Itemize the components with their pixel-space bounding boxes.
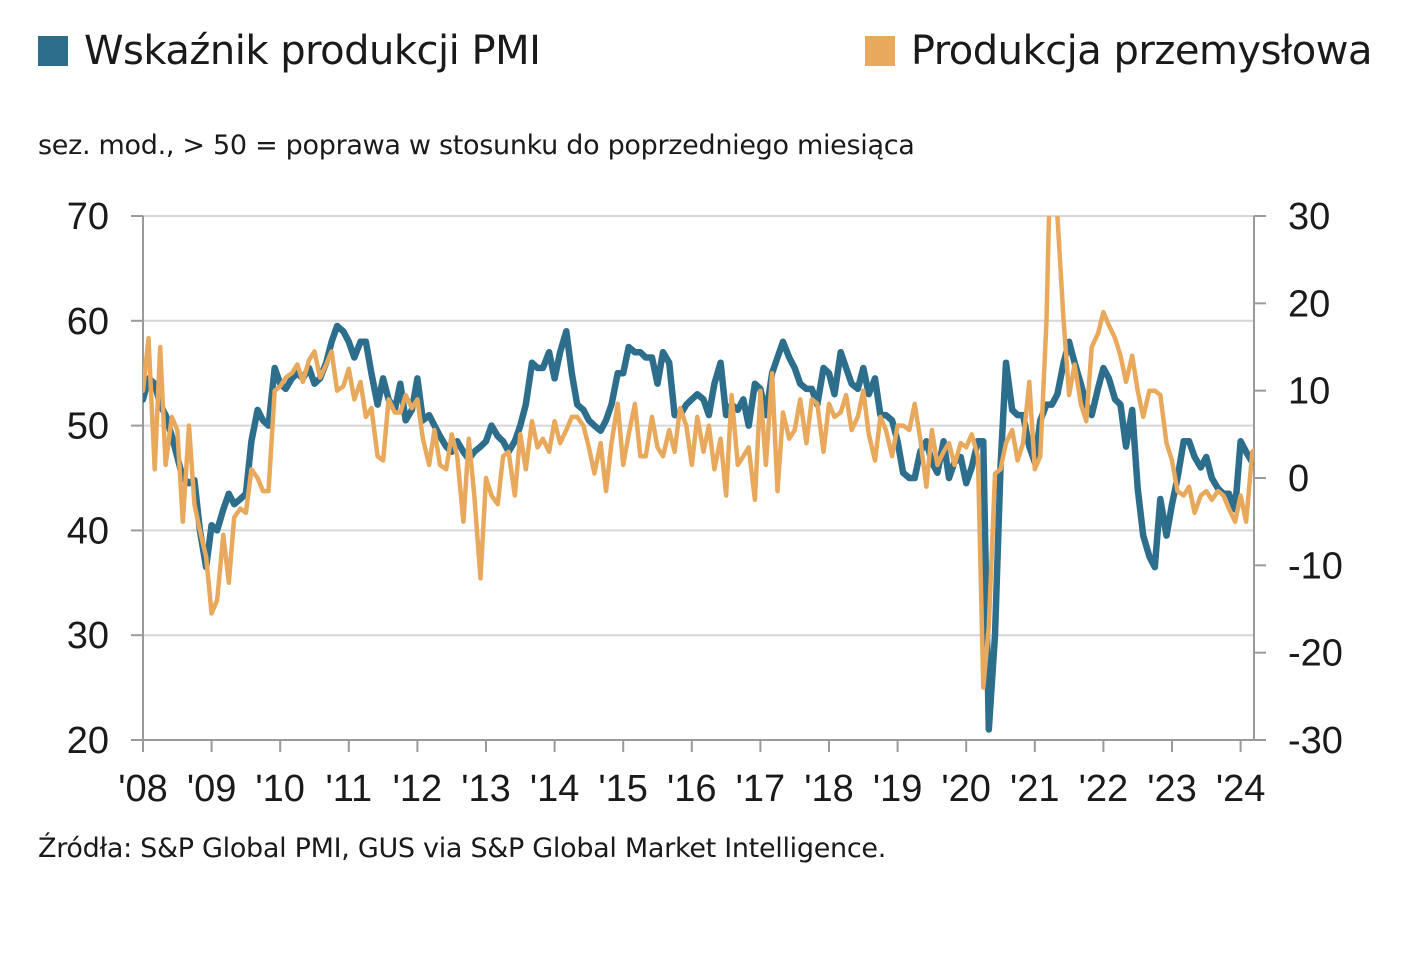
x-tick-label: '11 [325,768,372,810]
x-tick-label: '22 [1079,768,1129,810]
y-right-tick-label: 30 [1288,196,1330,238]
line-chart: 70 60 50 40 30 20 30 20 10 0 -10 -20 -30 '08 '09 '10 '11… [67,196,1343,810]
y-right-tick-label: 0 [1288,458,1309,500]
chart-legend: Wskaźnik produkcji PMI Produkcja przemys… [38,28,1373,78]
y-left-tick-label: 30 [67,615,109,657]
source-note: Źródła: S&P Global PMI, GUS via S&P Glob… [38,833,886,864]
x-tick-label: '14 [530,768,580,810]
x-tick-label: '18 [804,768,854,810]
x-tick-label: '09 [187,768,237,810]
x-tick-label: '17 [736,768,786,810]
x-tick-label: '08 [118,768,168,810]
y-right-tick-label: -30 [1288,720,1343,762]
legend-swatch-pmi [38,36,68,66]
x-tick-label: '20 [941,768,991,810]
y-right-tick-label: 10 [1288,371,1330,413]
series-line-industrial-production [143,216,1254,690]
x-tick-label: '12 [393,768,443,810]
x-tick-label: '24 [1216,768,1266,810]
legend-label-industrial-production: Produkcja przemysłowa [910,28,1373,74]
y-right-tick-label: -10 [1288,545,1343,587]
chart-subtitle: sez. mod., > 50 = poprawa w stosunku do … [38,130,915,161]
x-tick-label: '21 [1010,768,1060,810]
y-right-tick-label: 20 [1288,283,1330,325]
legend-swatch-industrial-production [864,36,895,66]
y-right-tick-label: -20 [1288,633,1343,675]
y-left-tick-label: 20 [67,720,109,762]
x-tick-label: '23 [1147,768,1197,810]
legend-label-pmi: Wskaźnik produkcji PMI [84,28,541,74]
legend-item-pmi: Wskaźnik produkcji PMI [38,28,541,74]
x-tick-label: '10 [255,768,305,810]
x-tick-label: '15 [598,768,648,810]
y-left-tick-label: 40 [67,510,109,552]
x-tick-label: '13 [461,768,511,810]
legend-item-industrial-production: Produkcja przemysłowa [864,28,1373,74]
y-left-tick-label: 60 [67,301,109,343]
series-line-pmi [143,322,1254,733]
x-tick-label: '16 [667,768,717,810]
y-left-tick-label: 50 [67,406,109,448]
x-tick-label: '19 [873,768,923,810]
y-left-tick-label: 70 [67,196,109,238]
